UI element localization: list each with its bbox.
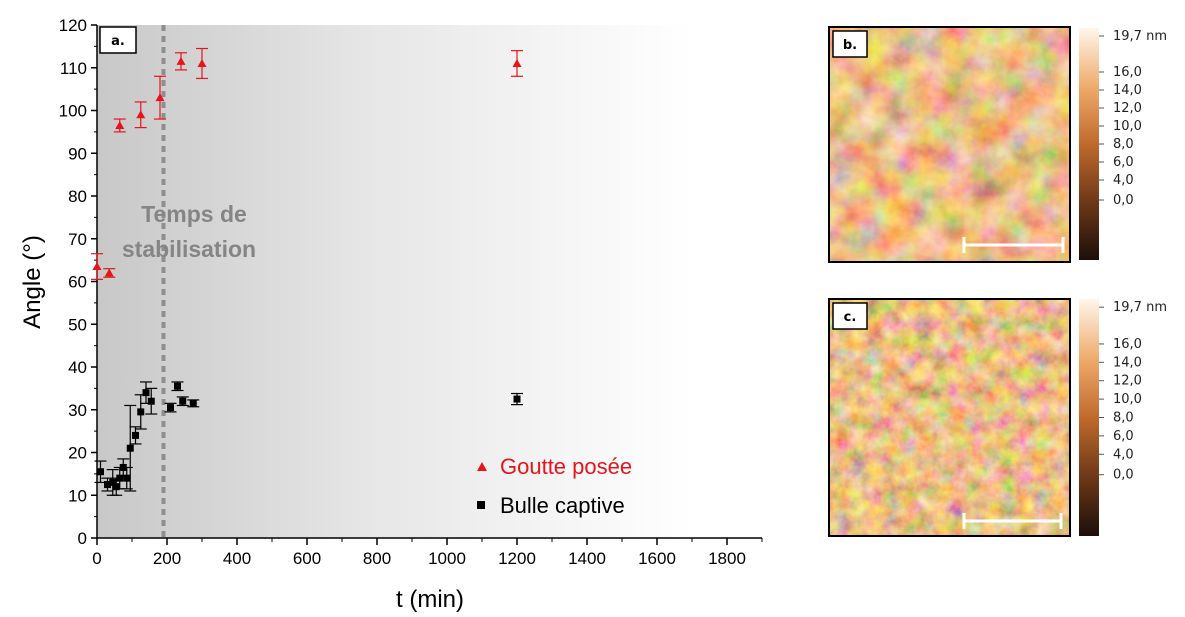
colorbar-label: 6,0 bbox=[1113, 155, 1134, 170]
data-point bbox=[189, 399, 197, 407]
y-tick-label: 120 bbox=[59, 16, 87, 35]
y-tick-label: 50 bbox=[68, 315, 87, 334]
x-axis-title: t (min) bbox=[396, 586, 464, 612]
afm-panel-c: c. 19,7 nm 16,0 14,0 12,0 10,0 8,0 6,0 4,0 0,0 bbox=[828, 298, 1167, 537]
data-point bbox=[104, 268, 114, 277]
colorbar-label: 4,0 bbox=[1113, 447, 1134, 462]
colorbar-label: 10,0 bbox=[1113, 119, 1142, 134]
y-tick-label: 30 bbox=[68, 401, 87, 420]
legend-label-bulle: Bulle captive bbox=[500, 493, 625, 518]
afm-image-b bbox=[829, 27, 1070, 262]
colorbar-label: 14,0 bbox=[1113, 83, 1142, 98]
afm-image-c bbox=[829, 299, 1070, 536]
colorbar-label: 6,0 bbox=[1113, 429, 1134, 444]
data-point bbox=[142, 389, 150, 397]
colorbar-label: 19,7 nm bbox=[1113, 29, 1167, 44]
x-tick-label: 1200 bbox=[498, 549, 536, 568]
data-point bbox=[176, 56, 186, 65]
x-tick-label: 600 bbox=[293, 549, 321, 568]
y-tick-label: 60 bbox=[68, 273, 87, 292]
legend-marker-goutte bbox=[477, 462, 487, 471]
colorbar-label: 12,0 bbox=[1113, 101, 1142, 116]
data-point bbox=[512, 58, 522, 67]
scale-bar-c bbox=[962, 513, 1063, 529]
data-point bbox=[92, 262, 102, 271]
colorbar-b bbox=[1079, 28, 1099, 260]
data-point bbox=[155, 93, 165, 102]
colorbar-label: 10,0 bbox=[1113, 392, 1142, 407]
x-tick-label: 1800 bbox=[708, 549, 746, 568]
x-tick-label: 800 bbox=[363, 549, 391, 568]
data-point bbox=[137, 408, 145, 416]
afm-panel-c-label: c. bbox=[844, 310, 857, 325]
data-point bbox=[174, 382, 181, 390]
data-point bbox=[136, 110, 146, 119]
legend-marker-bulle bbox=[477, 501, 485, 509]
annotation-line-2: stabilisation bbox=[122, 236, 256, 262]
x-tick-label: 1400 bbox=[568, 549, 606, 568]
x-tick-label: 400 bbox=[223, 549, 251, 568]
colorbar-label: 19,7 nm bbox=[1113, 300, 1167, 315]
x-tick-label: 200 bbox=[153, 549, 181, 568]
data-point bbox=[132, 431, 139, 439]
colorbar-label: 16,0 bbox=[1113, 65, 1142, 80]
data-point bbox=[112, 483, 120, 491]
colorbar-label: 4,0 bbox=[1113, 173, 1134, 188]
y-tick-label: 40 bbox=[68, 358, 87, 377]
data-marks bbox=[91, 47, 523, 496]
data-point bbox=[104, 481, 111, 489]
panel-a-label-text: a. bbox=[111, 34, 125, 49]
data-point bbox=[147, 397, 155, 405]
x-tick-label: 1600 bbox=[638, 549, 676, 568]
data-point bbox=[123, 474, 131, 482]
colorbar-label: 16,0 bbox=[1113, 337, 1142, 352]
data-point bbox=[97, 468, 104, 476]
data-point bbox=[126, 444, 134, 452]
y-tick-label: 110 bbox=[60, 59, 87, 78]
colorbar-label: 14,0 bbox=[1113, 355, 1142, 370]
data-point bbox=[197, 58, 207, 67]
data-point bbox=[179, 397, 187, 405]
data-point bbox=[109, 478, 117, 486]
y-tick-label: 20 bbox=[68, 444, 87, 463]
data-point bbox=[167, 404, 174, 412]
colorbar-label: 0,0 bbox=[1113, 468, 1134, 483]
data-point bbox=[115, 120, 125, 129]
legend-label-goutte: Goutte posée bbox=[500, 454, 632, 479]
y-axis-title: Angle (°) bbox=[19, 235, 46, 329]
colorbar-b-labels: 19,7 nm 16,0 14,0 12,0 10,0 8,0 6,0 4,0 0,0 bbox=[1099, 29, 1167, 208]
y-tick-label: 0 bbox=[78, 529, 87, 548]
scale-bar-b bbox=[962, 237, 1065, 253]
colorbar-label: 8,0 bbox=[1113, 411, 1134, 426]
y-tick-label: 70 bbox=[68, 230, 87, 249]
series-bulle-captive bbox=[94, 381, 523, 496]
annotation-line-1: Temps de bbox=[141, 201, 247, 227]
x-tick-label: 1000 bbox=[428, 549, 466, 568]
afm-panel-b-label: b. bbox=[843, 38, 857, 53]
colorbar-label: 0,0 bbox=[1113, 193, 1134, 208]
colorbar-label: 12,0 bbox=[1113, 374, 1142, 389]
y-tick-label: 10 bbox=[68, 486, 87, 505]
data-point bbox=[513, 395, 521, 403]
y-tick-label: 80 bbox=[68, 187, 87, 206]
afm-panel-b: b. 19,7 nm 16,0 14,0 12,0 10,0 8,0 6,0 4,0 0,0 bbox=[828, 26, 1167, 263]
x-tick-label: 0 bbox=[92, 549, 101, 568]
shaded-background bbox=[97, 25, 692, 538]
colorbar-c-labels: 19,7 nm 16,0 14,0 12,0 10,0 8,0 6,0 4,0 0,0 bbox=[1099, 300, 1167, 483]
y-tick-label: 100 bbox=[59, 102, 87, 121]
legend: Goutte posée Bulle captive bbox=[477, 454, 632, 518]
colorbar-c bbox=[1079, 299, 1099, 536]
data-point bbox=[116, 474, 124, 482]
series-goutte-posee bbox=[91, 47, 523, 280]
colorbar-label: 8,0 bbox=[1113, 137, 1134, 152]
y-tick-label: 90 bbox=[68, 144, 87, 163]
panel-a-label: a. bbox=[99, 26, 137, 54]
